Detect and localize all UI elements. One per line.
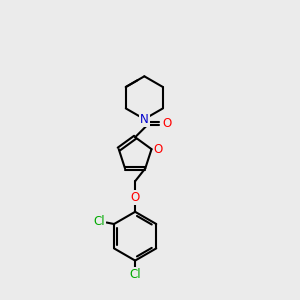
Text: Cl: Cl xyxy=(129,268,141,281)
Text: O: O xyxy=(130,191,140,204)
Text: Cl: Cl xyxy=(93,214,105,227)
Text: N: N xyxy=(140,112,149,126)
Text: O: O xyxy=(153,142,163,156)
Text: O: O xyxy=(162,117,171,130)
